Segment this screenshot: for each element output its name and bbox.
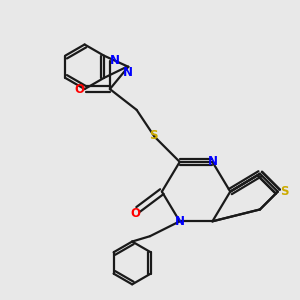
Text: N: N [110, 54, 120, 67]
Text: S: S [280, 185, 289, 198]
Text: N: N [207, 155, 218, 168]
Text: S: S [149, 129, 157, 142]
Text: O: O [130, 207, 140, 220]
Text: O: O [75, 82, 85, 96]
Text: N: N [175, 215, 185, 228]
Text: N: N [123, 66, 133, 79]
